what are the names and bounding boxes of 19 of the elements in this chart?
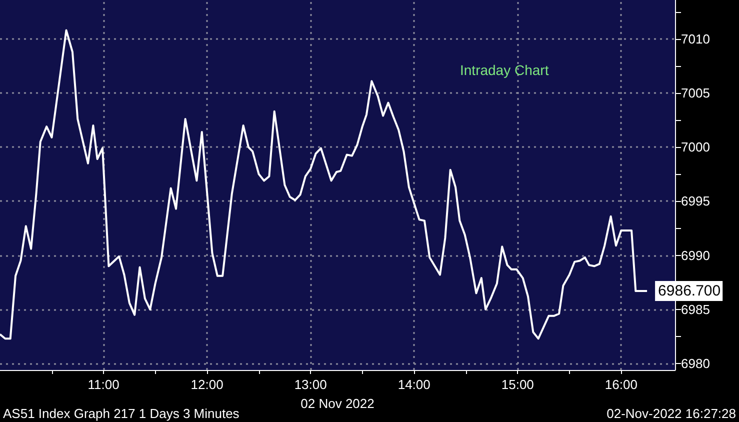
text: Intraday Chart — [460, 62, 549, 78]
y-tick-label: 6980 — [681, 356, 710, 372]
y-tick-label: 6990 — [681, 248, 710, 263]
text: 02-Nov-2022 16:27:28 — [606, 406, 736, 421]
y-tick-label: 7010 — [681, 31, 710, 46]
line-series — [0, 29, 648, 340]
data-label: 6986.700 — [658, 282, 721, 300]
text: AS51 Index Graph 217 1 Days 3 Minutes — [3, 406, 240, 421]
y-tick-label: 6995 — [681, 194, 710, 209]
y-tick-label: 7005 — [681, 86, 710, 101]
x-tick-label: 15:00 — [501, 377, 534, 392]
x-axis-title: 02 Nov 2022 — [300, 396, 374, 411]
x-tick-label: 16:00 — [604, 377, 638, 392]
x-tick-label: 11:00 — [88, 377, 120, 392]
y-tick-label: 6985 — [681, 302, 710, 317]
x-tick-label: 13:00 — [294, 377, 327, 392]
x-tick-label: 14:00 — [398, 377, 430, 392]
y-tick-label: 7000 — [681, 140, 710, 155]
x-tick-label: 12:00 — [190, 377, 224, 392]
